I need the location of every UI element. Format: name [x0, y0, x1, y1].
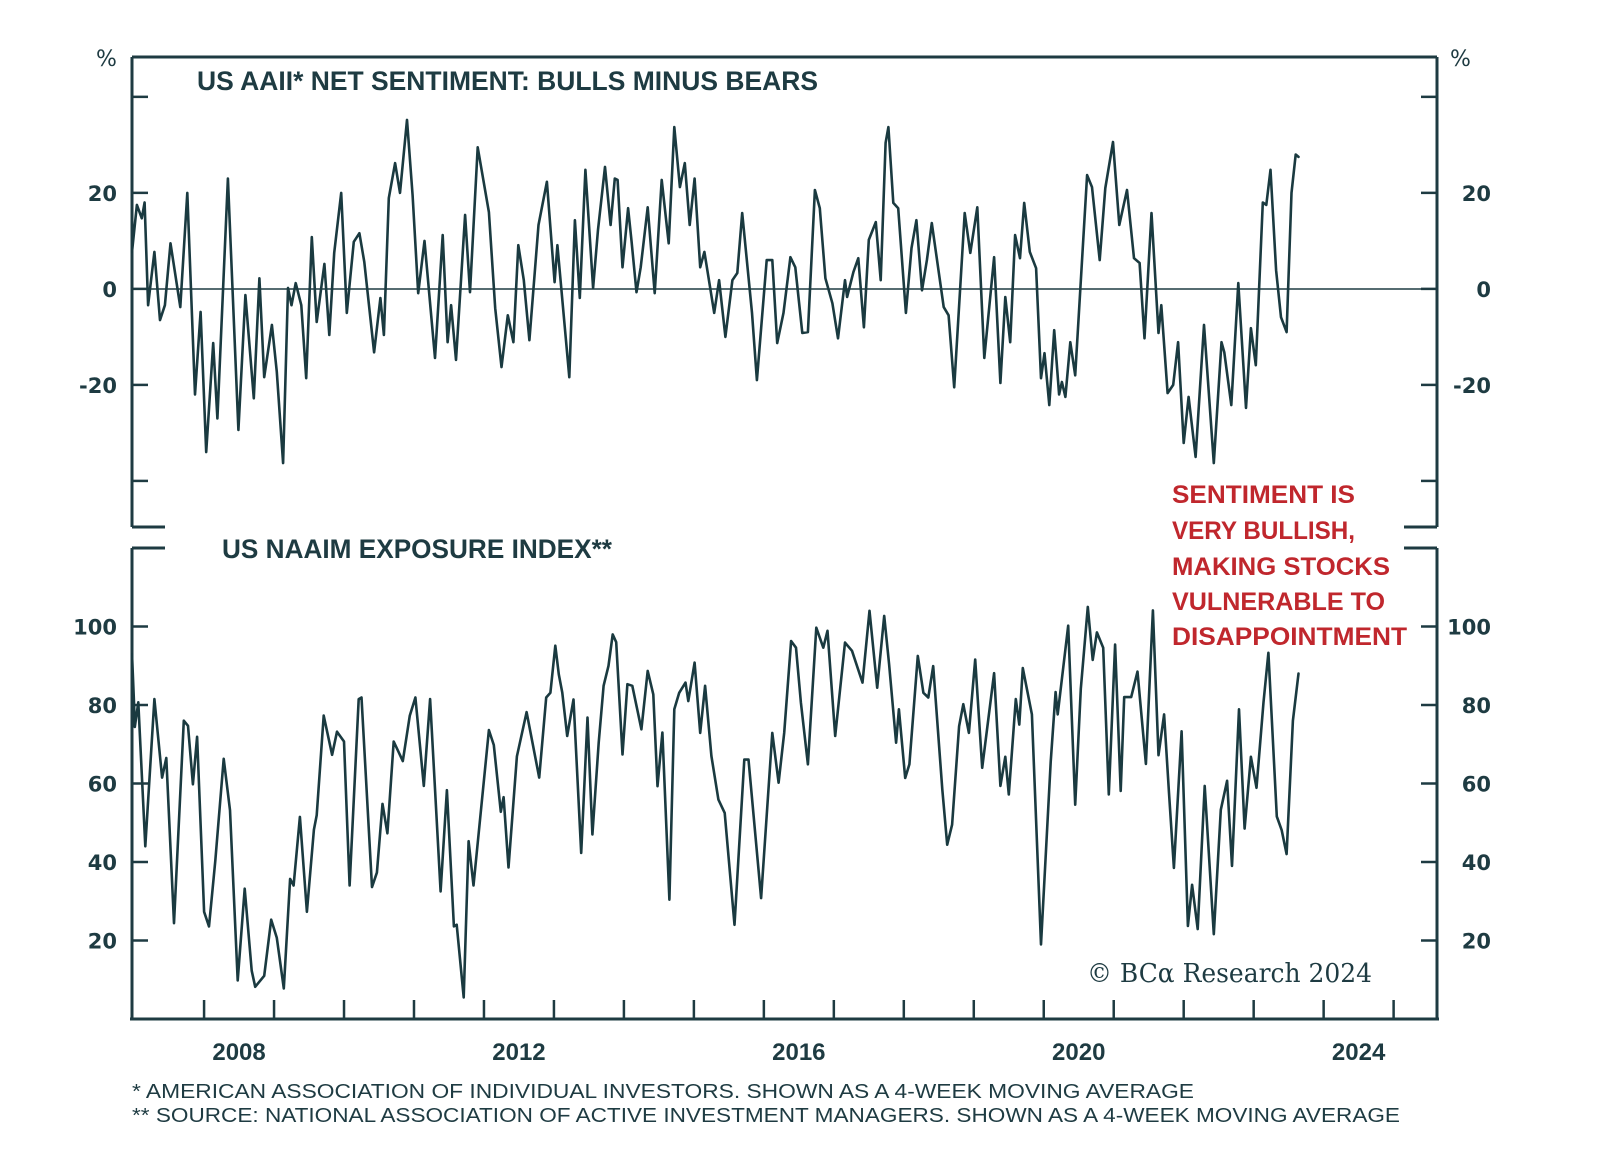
aaii-net-sentiment-line: [130, 118, 1300, 465]
bottom-panel-y-tick-label-left: 60: [88, 773, 117, 797]
annotation-line-1: SENTIMENT IS: [1172, 481, 1355, 509]
top-panel: 20 20 0 0 -20 -20 US AAII* NET SENTIMENT: BUL…: [79, 55, 1491, 529]
bottom-panel-y-ticks: [132, 546, 1437, 942]
annotation-line-3: MAKING STOCKS: [1172, 553, 1390, 581]
top-panel-y-tick-label-right: 0: [1476, 278, 1491, 302]
y-unit-label-left: %: [96, 47, 117, 72]
copyright-watermark: © BCα Research 2024: [1087, 959, 1372, 989]
bottom-panel-y-tick-label-right: 60: [1462, 773, 1491, 797]
annotation-line-5: DISAPPOINTMENT: [1172, 623, 1407, 651]
bottom-panel-y-tick-label-left: 100: [73, 616, 117, 640]
bottom-panel-title: US NAAIM EXPOSURE INDEX**: [222, 534, 612, 564]
top-panel-title: US AAII* NET SENTIMENT: BULLS MINUS BEAR…: [197, 66, 818, 96]
x-tick-label: 2020: [1052, 1039, 1105, 1066]
x-tick-label: 2008: [212, 1039, 265, 1066]
annotation-line-2: VERY BULLISH,: [1172, 517, 1355, 545]
x-axis-tick-labels: 2008 2012 2016 2020 2024: [212, 1039, 1386, 1066]
top-panel-y-tick-label-right: 20: [1462, 182, 1491, 206]
top-panel-y-tick-label-left: -20: [79, 374, 117, 398]
x-tick-label: 2012: [492, 1039, 545, 1066]
bottom-panel-y-tick-label-right: 20: [1462, 930, 1491, 954]
y-unit-label-right: %: [1450, 47, 1471, 72]
top-panel-y-ticks: [132, 95, 1437, 483]
bottom-panel-y-tick-label-left: 20: [88, 930, 117, 954]
annotation: SENTIMENT IS VERY BULLISH, MAKING STOCKS…: [1172, 481, 1407, 651]
bottom-panel-y-tick-label-right: 40: [1462, 851, 1491, 875]
bottom-panel-y-tick-label-left: 80: [88, 694, 117, 718]
bottom-panel-y-tick-labels: 100 100 80 80 60 60 40 40 20 20: [73, 616, 1491, 954]
x-tick-label: 2024: [1332, 1039, 1386, 1066]
top-panel-y-tick-labels: 20 20 0 0 -20 -20: [79, 182, 1491, 398]
footnote-2: ** SOURCE: NATIONAL ASSOCIATION OF ACTIV…: [132, 1105, 1400, 1127]
bottom-panel-y-tick-label-right: 80: [1462, 694, 1491, 718]
bottom-panel-y-tick-label-left: 40: [88, 851, 117, 875]
footnote-1: * AMERICAN ASSOCIATION OF INDIVIDUAL INV…: [132, 1081, 1194, 1103]
x-axis-ticks: [202, 1000, 1395, 1019]
top-panel-y-tick-label-left: 20: [88, 182, 117, 206]
bottom-panel-y-tick-label-right: 100: [1447, 616, 1491, 640]
top-panel-y-tick-label-left: 0: [102, 278, 117, 302]
x-tick-label: 2016: [772, 1039, 825, 1066]
naaim-exposure-line: [130, 605, 1300, 999]
top-panel-y-tick-label-right: -20: [1453, 374, 1491, 398]
annotation-line-4: VULNERABLE TO: [1172, 588, 1385, 616]
